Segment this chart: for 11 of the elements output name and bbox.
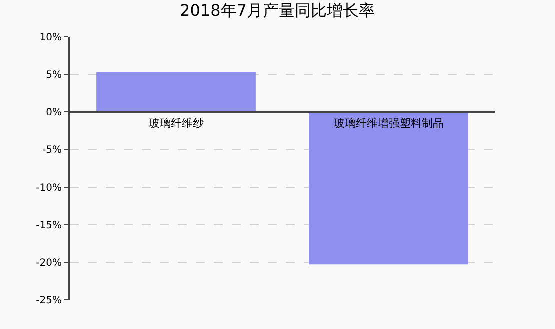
y-tick-label: -25%	[36, 296, 62, 306]
x-tick-label: 玻璃纤维增强塑料制品	[334, 117, 444, 130]
y-tick-label: -15%	[36, 220, 62, 232]
y-tick-label: 5%	[46, 70, 62, 82]
x-tick-label: 玻璃纤维纱	[149, 117, 204, 130]
y-tick-label: -5%	[42, 145, 62, 156]
y-tick-label: 0%	[46, 108, 62, 119]
chart-title: 2018年7月产量同比增长率	[180, 1, 375, 20]
y-tick-label: 10%	[40, 32, 62, 44]
y-tick-label: -10%	[36, 182, 62, 194]
y-tick-label: -20%	[36, 258, 62, 269]
